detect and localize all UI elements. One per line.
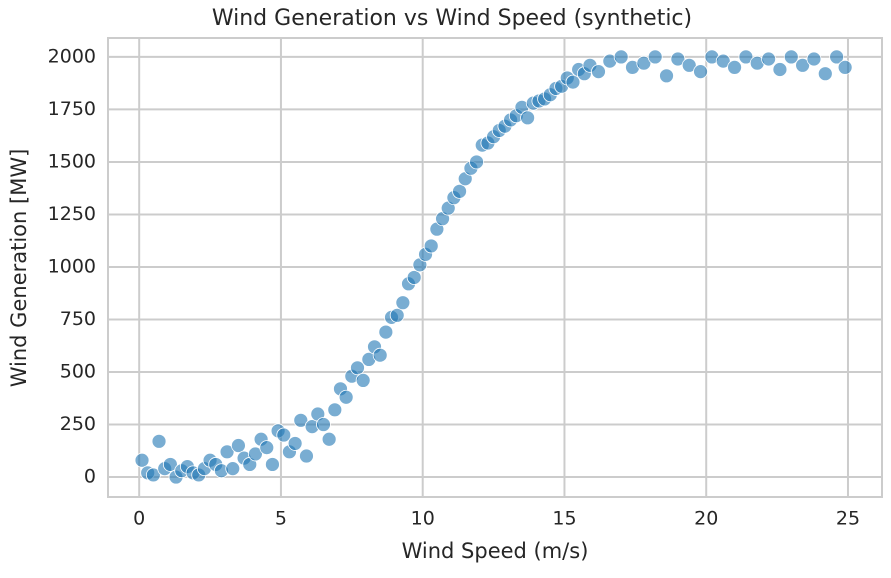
point (783, 49, 799, 65)
y-tick-label: 750 (60, 308, 96, 330)
point (395, 295, 411, 311)
x-tick-label: 0 (133, 508, 145, 530)
y-tick-label: 0 (84, 466, 96, 488)
point (565, 74, 581, 90)
point (378, 324, 394, 340)
x-axis-label: Wind Speed (m/s) (402, 539, 589, 563)
point (259, 440, 275, 456)
point (350, 360, 365, 376)
point (693, 64, 708, 80)
point (829, 49, 845, 65)
point (670, 51, 686, 67)
x-tick-label: 25 (836, 508, 860, 530)
plot-frame (107, 37, 883, 498)
point (817, 66, 833, 82)
y-tick-label: 1000 (48, 255, 96, 277)
y-tick-label: 500 (60, 361, 96, 383)
y-tick-label: 250 (60, 413, 96, 435)
x-tick-label: 20 (694, 508, 718, 530)
point (772, 62, 788, 77)
chart-title: Wind Generation vs Wind Speed (synthetic… (212, 6, 692, 31)
point (327, 402, 343, 418)
point (219, 444, 235, 460)
point (231, 438, 246, 453)
point (151, 433, 167, 449)
point (225, 461, 241, 477)
point (248, 446, 263, 462)
point (681, 57, 697, 73)
y-tick-label: 1750 (48, 98, 96, 120)
point (316, 417, 331, 432)
point (134, 452, 150, 468)
point (647, 49, 663, 65)
point (727, 60, 742, 75)
point (265, 457, 280, 472)
point (715, 53, 731, 69)
point (372, 347, 388, 363)
point (299, 448, 314, 464)
point (761, 51, 776, 67)
point (389, 307, 405, 323)
point (287, 436, 303, 451)
point (591, 64, 606, 80)
y-tick-label: 1250 (48, 203, 96, 225)
point (293, 412, 309, 428)
point (423, 238, 439, 254)
point (452, 183, 467, 199)
point (613, 49, 629, 65)
y-tick-label: 1500 (48, 150, 96, 172)
point (321, 431, 337, 447)
x-tick-label: 10 (411, 508, 435, 530)
point (806, 51, 822, 67)
point (636, 55, 652, 71)
point (338, 389, 354, 405)
y-axis-label: Wind Generation [MW] (7, 149, 31, 388)
point (406, 270, 422, 285)
x-tick-label: 5 (275, 508, 287, 530)
point (795, 57, 811, 73)
point (837, 60, 853, 75)
y-tick-label: 2000 (48, 45, 96, 67)
point (145, 467, 161, 483)
point (520, 110, 536, 126)
point (276, 427, 292, 443)
point (469, 154, 484, 170)
x-tick-label: 15 (552, 508, 576, 530)
point (355, 373, 371, 388)
point (659, 68, 674, 84)
point (738, 49, 754, 65)
point (162, 457, 178, 472)
